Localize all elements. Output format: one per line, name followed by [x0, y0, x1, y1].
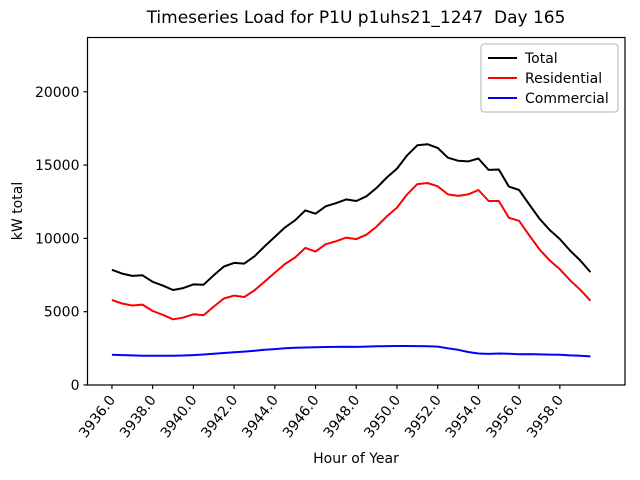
x-tick-label: 3956.0: [484, 393, 527, 441]
chart-title: Timeseries Load for P1U p1uhs21_1247 Day…: [146, 8, 566, 28]
y-axis-label: kW total: [10, 182, 26, 240]
x-tick-label: 3948.0: [321, 393, 364, 441]
x-axis-label: Hour of Year: [313, 451, 399, 467]
y-tick-label: 10000: [35, 231, 80, 247]
legend-label: Commercial: [525, 91, 609, 107]
x-tick-label: 3942.0: [198, 393, 241, 441]
series-line-total: [111, 143, 592, 291]
x-tick-label: 3954.0: [443, 393, 486, 441]
series-line-commercial: [111, 345, 591, 358]
x-tick-label: 3958.0: [524, 393, 567, 441]
series-line-residential: [111, 182, 592, 321]
x-tick-label: 3950.0: [361, 393, 404, 441]
x-tick-label: 3940.0: [158, 393, 201, 441]
x-tick-label: 3946.0: [280, 393, 323, 441]
legend-label: Residential: [525, 71, 602, 87]
legend-label: Total: [524, 51, 558, 67]
y-tick-label: 20000: [35, 85, 80, 101]
x-tick-label: 3944.0: [239, 393, 282, 441]
y-tick-label: 0: [71, 378, 80, 394]
x-tick-label: 3936.0: [76, 393, 119, 441]
y-tick-label: 5000: [44, 305, 80, 321]
y-tick-label: 15000: [35, 158, 80, 174]
legend-box: [480, 43, 619, 113]
x-tick-label: 3938.0: [117, 393, 160, 441]
x-tick-label: 3952.0: [402, 393, 445, 441]
